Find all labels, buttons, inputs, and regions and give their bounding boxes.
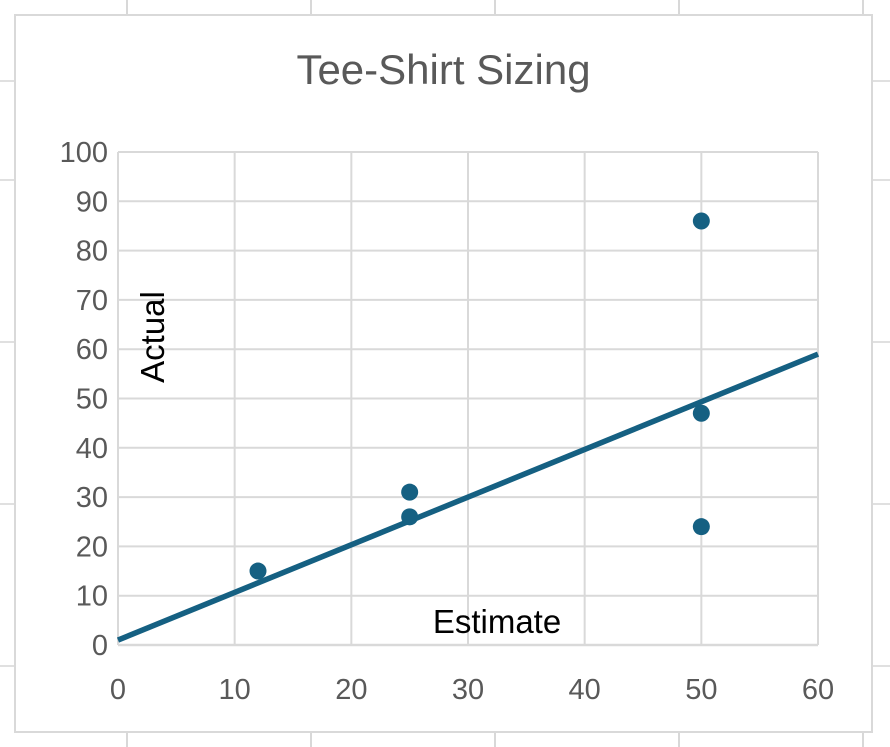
- y-axis-tick-label[interactable]: 0: [92, 630, 108, 662]
- trendline[interactable]: [116, 351, 820, 643]
- y-axis-tick-label[interactable]: 70: [76, 285, 108, 317]
- data-point[interactable]: [401, 483, 419, 501]
- y-axis-tick-label[interactable]: 40: [76, 433, 108, 465]
- x-axis-tick-label[interactable]: 20: [335, 674, 367, 706]
- x-axis-tick-label[interactable]: 40: [569, 674, 601, 706]
- data-point[interactable]: [249, 562, 267, 580]
- y-axis-title[interactable]: Actual: [134, 291, 171, 383]
- x-axis-tick-label[interactable]: 30: [452, 674, 484, 706]
- chart-container[interactable]: Tee-Shirt Sizing 0 10 20 30 40 50 60 0 10 20 30 40 5…: [14, 14, 873, 733]
- scatter-plot-area[interactable]: 0 10 20 30 40 50 60 0 10 20 30 40 50 60 70 80 90 100: [16, 16, 871, 731]
- y-axis-tick-label[interactable]: 80: [76, 236, 108, 268]
- y-axis-tick-label[interactable]: 60: [76, 334, 108, 366]
- y-axis-tick-label[interactable]: 100: [60, 137, 108, 169]
- y-axis-tick-label[interactable]: 30: [76, 482, 108, 514]
- data-point[interactable]: [692, 518, 710, 536]
- data-point[interactable]: [401, 508, 419, 526]
- y-axis-tick-label[interactable]: 50: [76, 384, 108, 416]
- x-axis-tick-label[interactable]: 50: [685, 674, 717, 706]
- y-axis-tick-label[interactable]: 20: [76, 531, 108, 563]
- data-point[interactable]: [692, 404, 710, 422]
- x-axis-title[interactable]: Estimate: [432, 603, 562, 640]
- chart-title[interactable]: Tee-Shirt Sizing: [296, 46, 591, 93]
- y-axis-tick-label[interactable]: 10: [76, 581, 108, 613]
- x-axis-tick-label[interactable]: 10: [219, 674, 251, 706]
- x-axis-tick-label[interactable]: 0: [110, 674, 126, 706]
- x-axis-tick-label[interactable]: 60: [802, 674, 834, 706]
- y-axis-tick-label[interactable]: 90: [76, 186, 108, 218]
- data-point[interactable]: [692, 212, 710, 230]
